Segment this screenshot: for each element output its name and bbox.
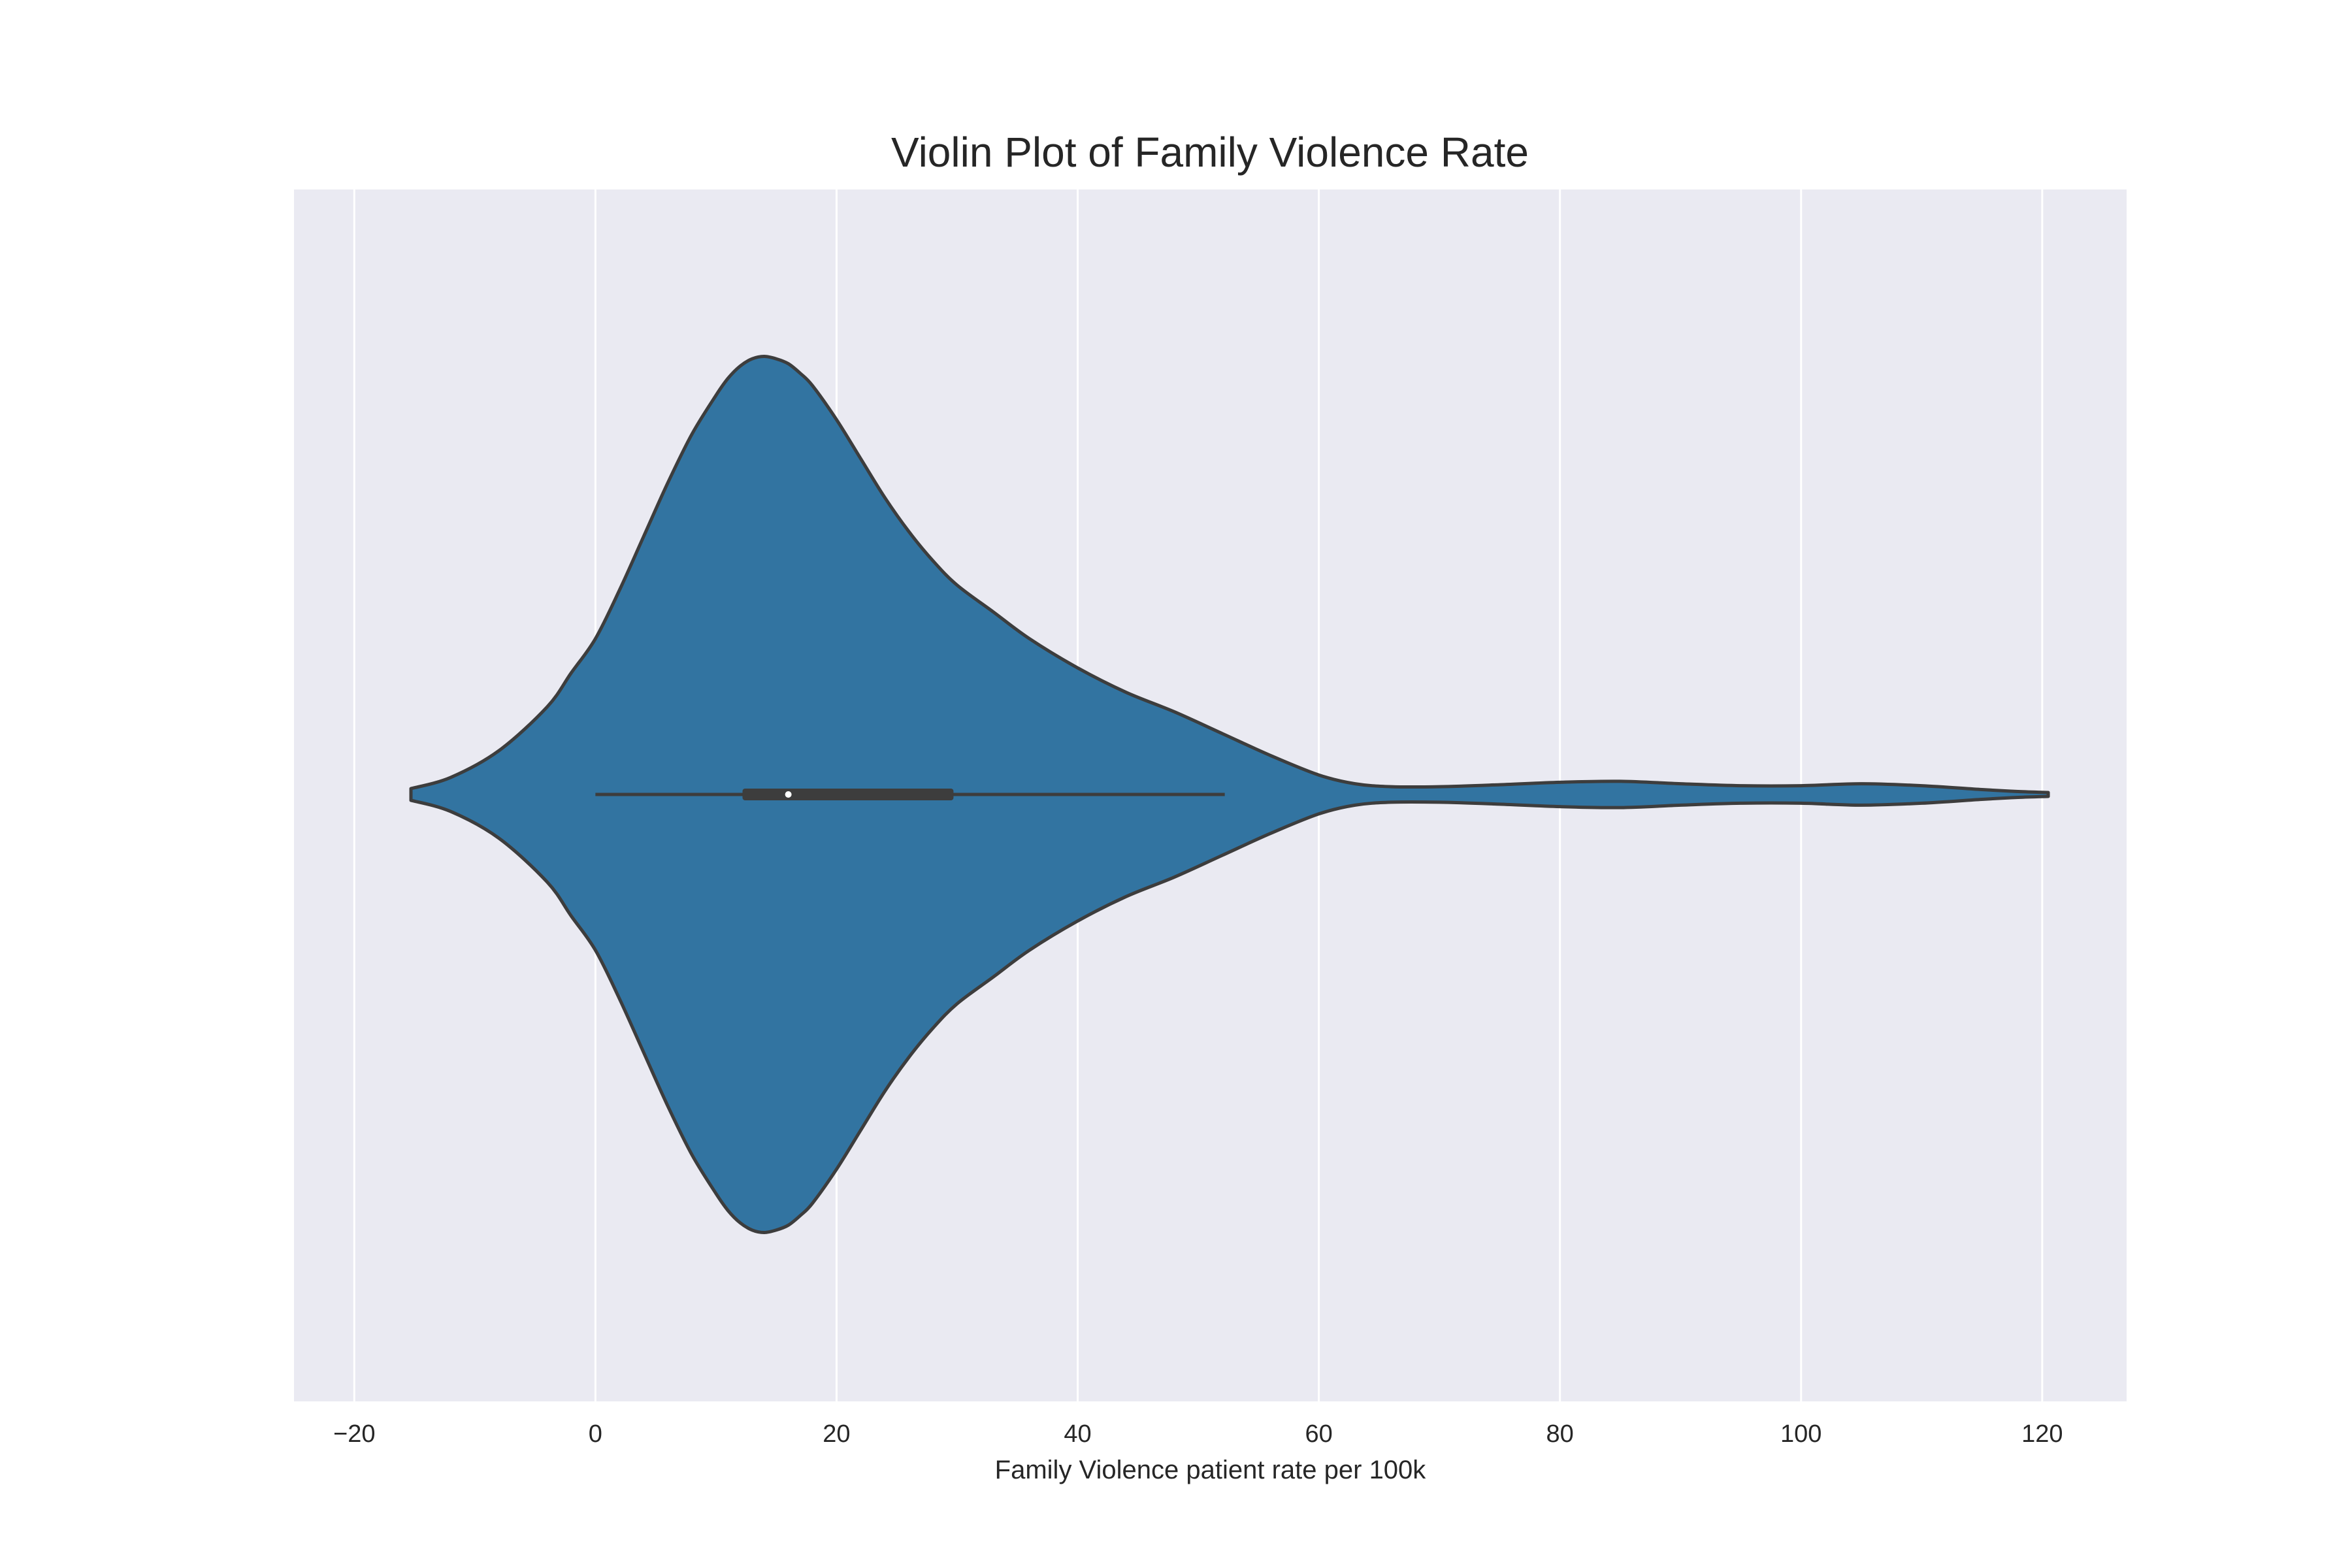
x-tick-label: 80 bbox=[1546, 1420, 1574, 1448]
x-axis-label: Family Violence patient rate per 100k bbox=[995, 1456, 1427, 1484]
x-tick-label: 60 bbox=[1305, 1420, 1332, 1448]
median-point bbox=[785, 791, 792, 798]
x-tick-label: 40 bbox=[1064, 1420, 1091, 1448]
x-tick-label: 20 bbox=[823, 1420, 850, 1448]
x-tick-label: 0 bbox=[589, 1420, 602, 1448]
x-tick-label: −20 bbox=[333, 1420, 375, 1448]
chart-title: Violin Plot of Family Violence Rate bbox=[891, 129, 1529, 176]
x-tick-label: 120 bbox=[2021, 1420, 2063, 1448]
x-axis-ticks: −20 0 20 40 60 80 100 120 bbox=[333, 1420, 2063, 1448]
iqr-box bbox=[742, 789, 954, 800]
x-tick-label: 100 bbox=[1780, 1420, 1821, 1448]
violin-body bbox=[409, 355, 2050, 1234]
